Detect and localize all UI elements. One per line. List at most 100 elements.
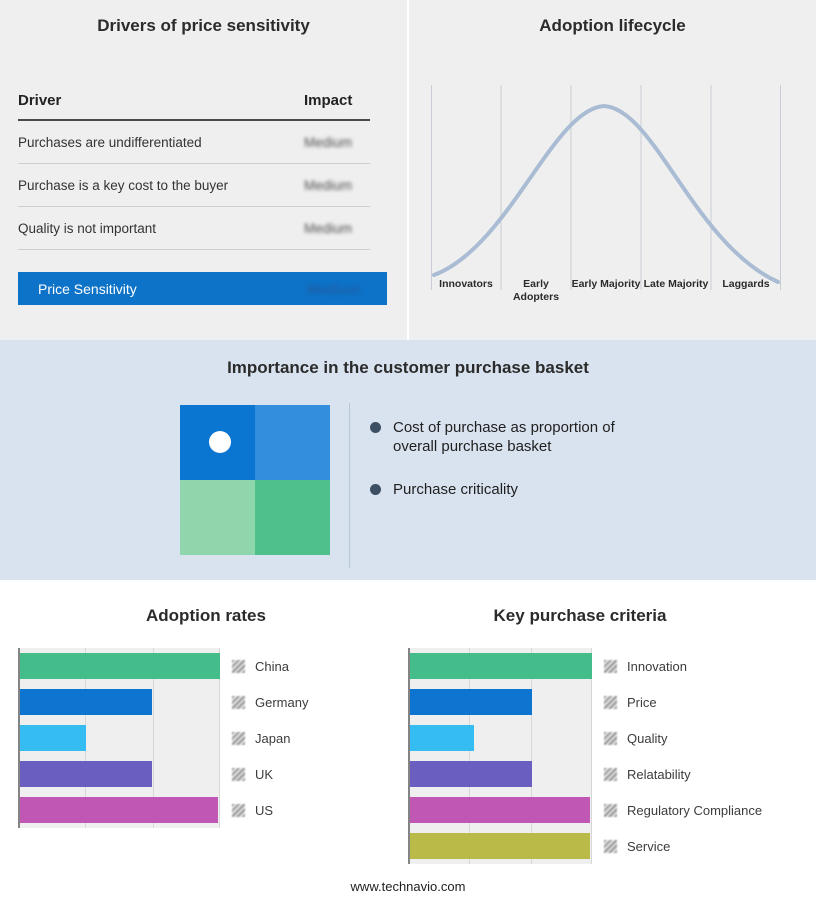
banner-label: Price Sensitivity <box>38 280 137 297</box>
legend-label: Quality <box>627 730 668 746</box>
drivers-table: Driver Impact Purchases are undifferenti… <box>18 88 370 250</box>
bar-row <box>410 756 592 792</box>
legend-item-price: Price <box>604 684 816 720</box>
adoption-rates-chart <box>18 648 220 828</box>
vertical-divider <box>349 403 350 568</box>
legend-swatch-icon <box>604 803 617 817</box>
bar-row <box>410 648 592 684</box>
legend-label: Price <box>627 694 657 710</box>
stage-label: Laggards <box>722 278 770 290</box>
bar-row <box>20 684 220 720</box>
table-row: Purchase is a key cost to the buyer Medi… <box>18 164 370 207</box>
panel-title: Drivers of price sensitivity <box>97 16 310 35</box>
bullet-text: Purchase criticality <box>393 481 519 498</box>
legend-item-quality: Quality <box>604 720 816 756</box>
legend-swatch-icon <box>604 767 617 781</box>
legend-label: Relatability <box>627 766 691 782</box>
adoption-rates-legend: China Germany Japan UK US <box>232 648 402 828</box>
legend-swatch-icon <box>232 767 245 781</box>
legend-item-innovation: Innovation <box>604 648 816 684</box>
gridline <box>469 648 471 864</box>
bar-price <box>410 689 532 715</box>
legend-item-japan: Japan <box>232 720 402 756</box>
bar-quality <box>410 725 474 751</box>
section-title: Importance in the customer purchase bask… <box>227 358 589 377</box>
bell-curve-chart <box>431 85 781 290</box>
legend-label: China <box>255 658 289 674</box>
bar-regulatory-compliance <box>410 797 591 823</box>
bar-row <box>20 756 220 792</box>
bar-row <box>410 684 592 720</box>
footer-url: www.technavio.com <box>350 879 466 894</box>
bar-uk <box>20 761 152 787</box>
bullet-list: Cost of purchase as proportion of overal… <box>370 418 700 523</box>
legend-swatch-icon <box>232 695 245 709</box>
chart-title: Adoption rates <box>146 606 266 625</box>
legend-label: Japan <box>255 730 291 746</box>
legend-swatch-icon <box>604 731 617 745</box>
legend-swatch-icon <box>232 803 245 817</box>
quadrant-cell-bottom-left <box>180 480 255 555</box>
bar-row <box>20 792 220 828</box>
lifecycle-panel: Adoption lifecycle Innovators Early Adop… <box>409 0 816 340</box>
bar-us <box>20 797 218 823</box>
legend-item-germany: Germany <box>232 684 402 720</box>
quadrant-matrix <box>180 405 330 555</box>
bar-germany <box>20 689 152 715</box>
bar-row <box>20 648 220 684</box>
legend-label: Germany <box>255 694 309 710</box>
legend-swatch-icon <box>232 731 245 745</box>
legend-item-china: China <box>232 648 402 684</box>
gridline <box>219 648 220 828</box>
impact-cell: Medium <box>304 220 353 236</box>
y-axis-line <box>18 648 20 828</box>
stage-label: Late Majority <box>643 278 709 290</box>
quadrant-cell-top-right <box>255 405 330 480</box>
panel-title: Adoption lifecycle <box>539 16 686 35</box>
banner-impact-value: Medium <box>307 280 360 297</box>
legend-swatch-icon <box>604 695 617 709</box>
table-row: Purchases are undifferentiated Medium <box>18 121 370 164</box>
stage-label: Early Adopters <box>512 278 560 304</box>
bar-row <box>20 720 220 756</box>
bar-china <box>20 653 220 679</box>
legend-label: Innovation <box>627 658 687 674</box>
bullet-icon <box>370 422 381 433</box>
gridline <box>152 648 154 828</box>
legend-label: Regulatory Compliance <box>627 802 763 818</box>
bullet-icon <box>370 484 381 495</box>
bottom-charts-section: Adoption rates Key purchase criteria <box>0 580 816 902</box>
bell-curve <box>432 103 780 284</box>
bar-group <box>410 648 592 864</box>
table-row: Quality is not important Medium <box>18 207 370 250</box>
list-item: Cost of purchase as proportion of overal… <box>370 418 700 456</box>
quadrant-cell-top-left <box>180 405 255 480</box>
legend-item-service: Service <box>604 828 816 864</box>
bar-row <box>410 828 592 864</box>
bar-group <box>20 648 220 828</box>
legend-item-us: US <box>232 792 402 828</box>
bar-innovation <box>410 653 592 679</box>
bar-japan <box>20 725 86 751</box>
bar-row <box>410 792 592 828</box>
legend-item-relatability: Relatability <box>604 756 816 792</box>
legend-item-regulatory-compliance: Regulatory Compliance <box>604 792 816 828</box>
legend-swatch-icon <box>604 659 617 673</box>
y-axis-line <box>408 648 410 864</box>
drivers-panel: Drivers of price sensitivity Driver Impa… <box>0 0 407 340</box>
legend-swatch-icon <box>232 659 245 673</box>
column-header-driver: Driver <box>18 92 62 109</box>
bar-row <box>410 720 592 756</box>
table-header-row: Driver Impact <box>18 88 370 121</box>
chart-title: Key purchase criteria <box>493 606 667 625</box>
key-purchase-criteria-legend: Innovation Price Quality Relatability Re… <box>604 648 816 864</box>
stage-label: Innovators <box>439 278 493 290</box>
impact-cell: Medium <box>304 134 353 150</box>
lifecycle-stage-labels: Innovators Early Adopters Early Majority… <box>431 278 781 304</box>
legend-label: US <box>255 802 274 818</box>
bar-service <box>410 833 591 859</box>
price-sensitivity-banner: Price Sensitivity Medium <box>18 272 387 305</box>
bullet-text: Cost of purchase as proportion of overal… <box>393 419 615 455</box>
quadrant-cell-bottom-right <box>255 480 330 555</box>
legend-label: Service <box>627 838 671 854</box>
